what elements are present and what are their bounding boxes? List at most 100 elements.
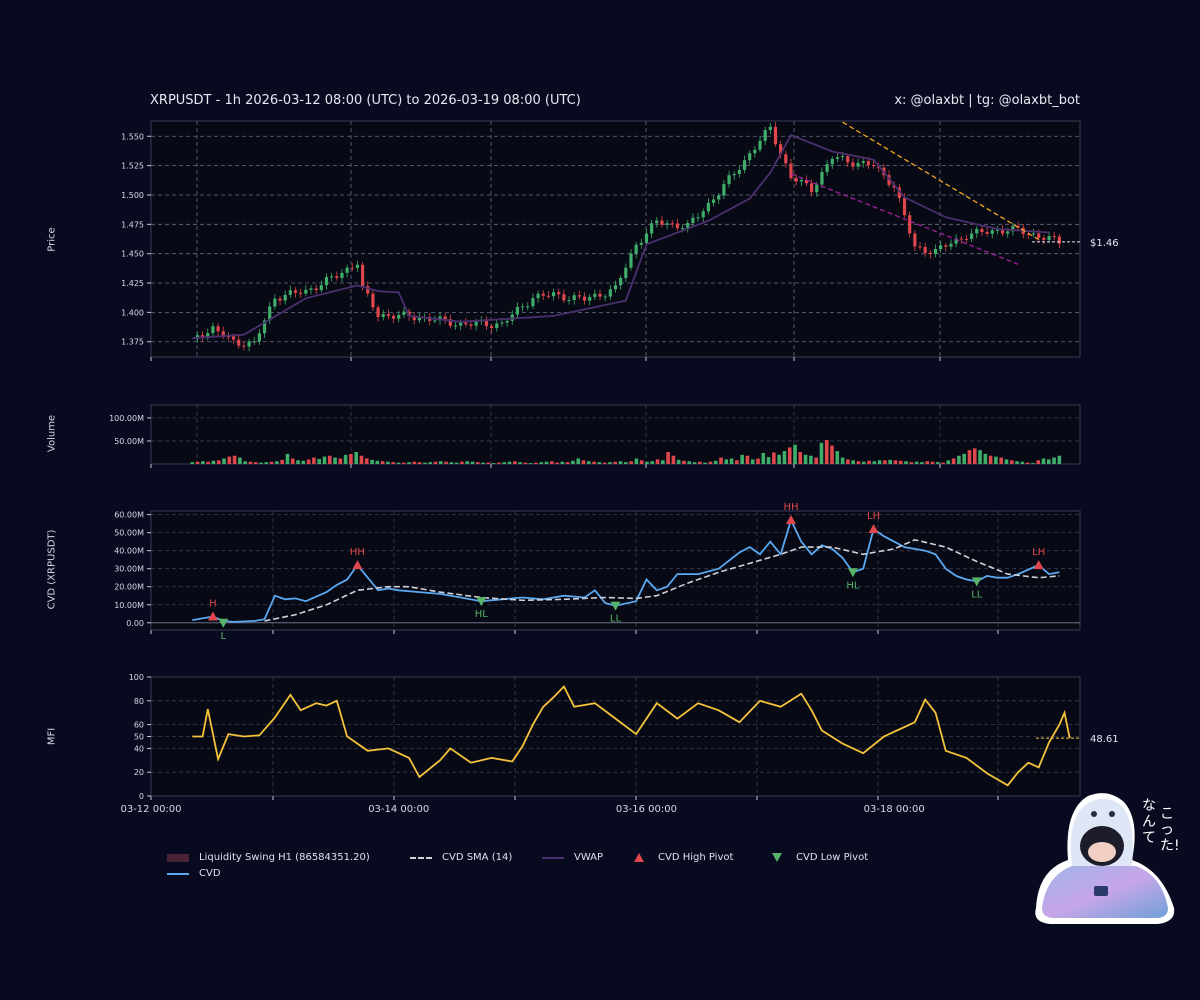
candle-body — [939, 245, 943, 249]
volume-bar — [756, 458, 760, 464]
candle-body — [391, 315, 396, 319]
volume-bar — [576, 458, 581, 464]
volume-bar — [951, 458, 956, 464]
candle-body — [995, 229, 1000, 231]
candle-body — [655, 220, 659, 224]
volume-bar — [354, 452, 358, 464]
candle-body — [913, 233, 917, 247]
candle-body — [330, 276, 334, 278]
volume-bar — [232, 455, 237, 464]
volume-bar — [518, 462, 522, 464]
candle-body — [577, 295, 581, 297]
candle-body — [598, 293, 602, 297]
candle-body — [706, 202, 710, 212]
volume-bar — [322, 456, 327, 464]
candle-body — [562, 294, 566, 301]
candle-body — [1026, 234, 1030, 236]
volume-bar — [898, 460, 903, 464]
candle-body — [773, 126, 778, 145]
candle-body — [970, 233, 974, 240]
candle-body — [345, 267, 349, 273]
candle-body — [949, 243, 953, 247]
candle-body — [340, 272, 344, 278]
axes-layer: 1.375 1.400 1.425 1.450 1.475 1.500 1.525 1.550… — [109, 132, 999, 815]
candle-body — [206, 333, 210, 338]
cvd-low-pivot-marker — [847, 568, 858, 578]
candle-body — [453, 325, 458, 327]
volume-bar — [227, 456, 232, 464]
volume-bar — [460, 461, 464, 464]
candle-body — [314, 288, 318, 291]
candle-body — [262, 320, 267, 334]
candle-body — [1000, 229, 1005, 234]
volume-bar — [412, 461, 417, 464]
volume-bar — [491, 463, 496, 464]
price-ytick-label: 1.425 — [121, 279, 144, 288]
volume-bar — [650, 461, 655, 464]
candle-body — [195, 335, 200, 339]
volume-bar — [597, 462, 602, 464]
volume-bar — [777, 454, 781, 464]
vwap-line — [192, 133, 1050, 340]
candle-body — [242, 345, 246, 347]
volume-bar — [581, 460, 586, 464]
volume-bar — [264, 462, 269, 464]
volume-bar — [634, 458, 639, 464]
volume-bar — [798, 452, 803, 464]
cvd-high-pivot-label: H — [209, 598, 217, 609]
candle-body — [438, 316, 442, 321]
candle-body — [1037, 233, 1041, 238]
volume-bar — [428, 462, 433, 464]
candle-body — [273, 298, 277, 307]
volume-bar — [835, 451, 840, 464]
volume-bar — [962, 453, 966, 464]
volume-bar — [819, 442, 824, 464]
candle-body — [846, 156, 850, 163]
candle-body — [557, 292, 561, 295]
volume-bar — [433, 461, 438, 464]
volume-bar — [486, 462, 491, 464]
volume-bar — [333, 457, 337, 464]
volume-bar — [830, 445, 834, 464]
trendline — [842, 121, 1040, 241]
volume-bar — [201, 461, 205, 464]
volume-bar — [396, 462, 401, 464]
candle-body — [696, 217, 700, 219]
candle-body — [980, 228, 984, 233]
volume-bar — [216, 460, 221, 464]
candle-body — [711, 199, 716, 203]
candle-body — [944, 245, 948, 247]
candle-body — [226, 336, 231, 338]
volume-bar — [1057, 455, 1062, 464]
mfi-last-label: 48.61 — [1090, 734, 1119, 745]
cvd-ytick-label: 50.00M — [114, 529, 144, 538]
volume-bar — [613, 461, 618, 464]
volume-bar — [1004, 459, 1009, 464]
candle-body — [722, 184, 726, 196]
cvd-high-pivot-label: LH — [1032, 547, 1045, 558]
candle-body — [459, 322, 463, 326]
volume-bar — [290, 458, 295, 464]
x-tick-label: 03-16 00:00 — [616, 804, 677, 815]
volume-bar — [338, 458, 343, 464]
candle-body — [737, 170, 741, 174]
candle-body — [1031, 233, 1036, 235]
price-frame — [150, 120, 1081, 358]
candle-body — [717, 195, 721, 200]
candle-body — [536, 293, 540, 299]
volume-bar — [454, 462, 459, 464]
volume-bar — [645, 461, 649, 464]
volume-panel — [190, 440, 1062, 464]
candle-body — [784, 154, 788, 164]
volume-bar — [475, 462, 480, 464]
candle-body — [412, 316, 416, 321]
mfi-panel: 48.61 — [192, 684, 1119, 787]
candle-body — [866, 161, 870, 166]
candle-body — [830, 158, 834, 165]
volume-bar — [211, 460, 216, 464]
candle-body — [742, 160, 747, 171]
volume-bar — [238, 457, 242, 464]
volume-bar — [560, 461, 565, 464]
